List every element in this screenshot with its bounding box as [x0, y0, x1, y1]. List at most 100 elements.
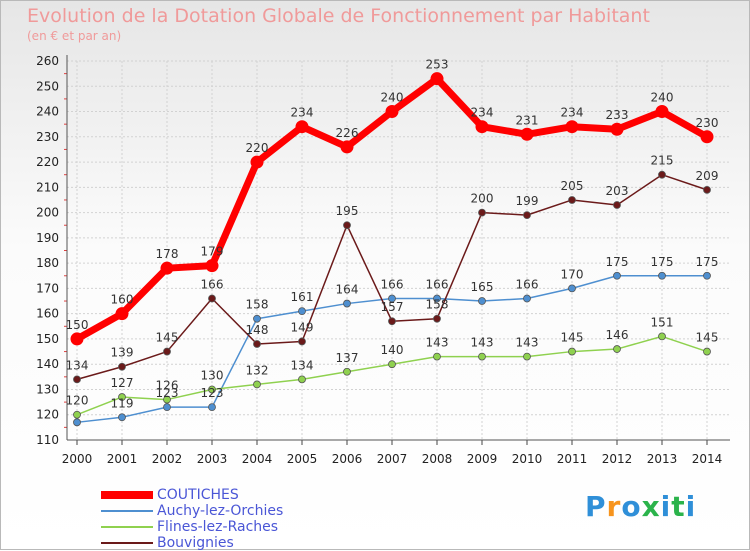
- y-tick-label: 120: [36, 408, 59, 422]
- legend-label: COUTICHES: [157, 486, 239, 503]
- data-label: 231: [516, 113, 539, 127]
- data-label: 203: [606, 184, 629, 198]
- data-label: 146: [606, 328, 629, 342]
- data-label: 160: [111, 293, 134, 307]
- data-point: [70, 332, 84, 346]
- data-label: 209: [696, 169, 719, 183]
- data-label: 215: [651, 154, 674, 168]
- data-point: [208, 385, 216, 394]
- logo-letter: t: [671, 490, 686, 523]
- data-point: [703, 185, 711, 194]
- x-tick-label: 2002: [152, 452, 183, 466]
- y-tick-label: 130: [36, 382, 59, 396]
- data-label: 148: [246, 323, 269, 337]
- y-tick-label: 140: [36, 357, 59, 371]
- data-point: [388, 294, 396, 303]
- data-label: 157: [381, 300, 404, 314]
- y-tick-label: 250: [36, 79, 59, 93]
- x-tick-label: 2012: [602, 452, 633, 466]
- data-label: 139: [111, 346, 134, 360]
- data-point: [253, 314, 261, 323]
- data-point: [388, 360, 396, 369]
- data-label: 132: [246, 363, 269, 377]
- data-point: [565, 120, 579, 134]
- data-point: [478, 208, 486, 217]
- logo-letter: x: [641, 490, 661, 523]
- data-label: 175: [651, 255, 674, 269]
- logo-letter: i: [660, 490, 672, 523]
- y-tick-label: 260: [36, 54, 59, 68]
- legend-label: Bouvignies: [157, 534, 234, 551]
- data-label: 158: [246, 298, 269, 312]
- chart-subtitle: (en € et par an): [27, 29, 122, 43]
- logo-letter: o: [621, 490, 642, 523]
- logo-letter: i: [685, 490, 697, 523]
- data-label: 150: [66, 318, 89, 332]
- data-point: [340, 140, 354, 154]
- data-point: [568, 196, 576, 204]
- y-tick-label: 220: [36, 155, 59, 169]
- x-tick-label: 2009: [467, 452, 498, 466]
- data-label: 195: [336, 204, 359, 218]
- y-tick-labels: 110 120 130 140 150 160 170 180 190 200 210 220 230 2…: [36, 54, 59, 447]
- legend-label: Auchy-lez-Orchies: [157, 502, 284, 519]
- data-point: [568, 347, 576, 356]
- data-point: [343, 367, 351, 376]
- data-point: [523, 294, 531, 303]
- data-label: 137: [336, 351, 359, 365]
- legend-swatch: [101, 510, 153, 512]
- data-point: [433, 352, 441, 361]
- grid-lines: [67, 60, 730, 441]
- data-point: [208, 403, 216, 412]
- data-point: [118, 362, 126, 371]
- data-point: [658, 271, 666, 280]
- data-point: [298, 307, 306, 316]
- data-label: 234: [471, 106, 494, 120]
- data-point: [388, 317, 396, 326]
- legend-item: Auchy-lez-Orchies: [101, 503, 283, 519]
- data-label: 253: [426, 58, 449, 72]
- series-lines: [70, 72, 714, 427]
- x-tick-label: 2003: [197, 452, 228, 466]
- x-tick-label: 2006: [332, 452, 363, 466]
- y-tick-label: 240: [36, 105, 59, 119]
- data-label: 175: [696, 255, 719, 269]
- x-tick-label: 2005: [287, 452, 318, 466]
- data-point: [478, 352, 486, 361]
- data-label: 166: [426, 278, 449, 292]
- data-point: [298, 375, 306, 384]
- data-point: [118, 393, 126, 401]
- data-label: 120: [66, 394, 89, 408]
- data-label: 200: [471, 192, 494, 206]
- data-point: [343, 221, 351, 230]
- x-tick-label: 2001: [107, 452, 138, 466]
- x-tick-label: 2014: [692, 452, 723, 466]
- data-point: [613, 271, 621, 280]
- data-label: 234: [561, 106, 584, 120]
- logo-letter: r: [606, 490, 622, 523]
- data-point: [298, 337, 306, 346]
- data-point: [475, 120, 489, 134]
- data-label: 143: [516, 336, 539, 350]
- data-point: [523, 211, 531, 220]
- y-tick-label: 200: [36, 206, 59, 220]
- data-label: 165: [471, 280, 494, 294]
- data-label: 178: [156, 247, 179, 261]
- data-point: [523, 352, 531, 361]
- data-point: [73, 418, 81, 427]
- data-label: 127: [111, 376, 134, 390]
- y-tick-label: 150: [36, 332, 59, 346]
- legend-swatch: [101, 491, 153, 499]
- data-label: 166: [381, 278, 404, 292]
- data-label: 164: [336, 283, 359, 297]
- data-point: [613, 345, 621, 353]
- y-tick-label: 190: [36, 231, 59, 245]
- data-point: [118, 413, 126, 422]
- chart-title: Evolution de la Dotation Globale de Fonc…: [27, 5, 650, 27]
- data-point: [658, 332, 666, 341]
- data-label: 175: [606, 255, 629, 269]
- data-point: [163, 403, 171, 412]
- logo-letter: P: [585, 490, 607, 523]
- data-label: 123: [201, 386, 224, 400]
- legend: COUTICHES Auchy-lez-Orchies Flines-lez-Rac…: [101, 487, 283, 551]
